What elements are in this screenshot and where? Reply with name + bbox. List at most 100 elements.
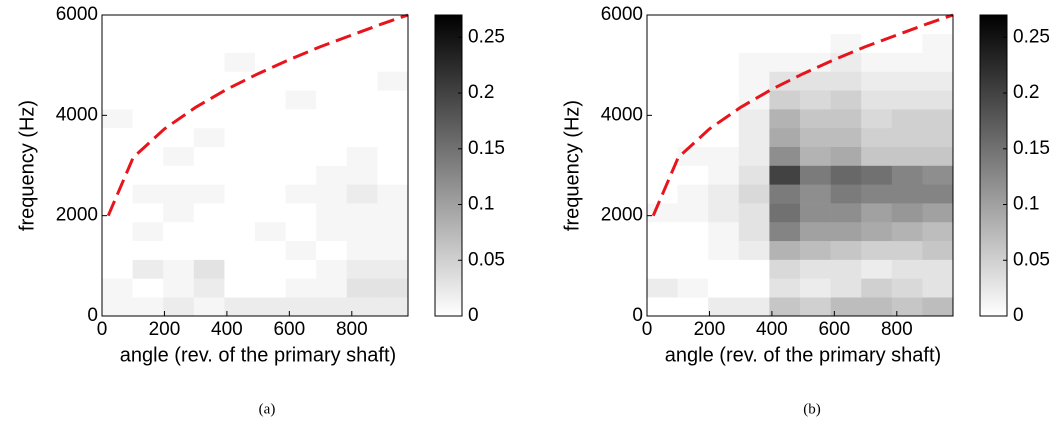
heat-cell (102, 15, 133, 35)
colorbar-tick-label: 0.05 (1013, 249, 1050, 270)
colorbar-tick-label: 0.15 (468, 138, 505, 159)
heat-cell (377, 71, 409, 91)
y-tick-label: 0 (87, 305, 98, 326)
colorbar-tick-label: 0.05 (468, 249, 505, 270)
heat-cell (163, 259, 195, 279)
heat-cell (800, 146, 831, 166)
heat-cell (738, 165, 770, 185)
heat-cell (255, 33, 286, 53)
colorbar-tick-label: 0.2 (468, 82, 494, 103)
heat-cell (255, 15, 286, 35)
heat-cell (708, 297, 740, 317)
heat-cell (861, 165, 893, 185)
x-tick-label: 0 (642, 319, 653, 340)
heat-cell (769, 278, 801, 298)
heat-cell (800, 33, 831, 53)
heat-cell (193, 109, 225, 129)
heat-cell (738, 278, 770, 298)
heat-cell (224, 203, 256, 223)
heat-cell (285, 15, 317, 35)
heat-cell (769, 184, 801, 204)
heat-cell (132, 259, 164, 279)
heat-cell (647, 297, 678, 317)
heat-cell (647, 165, 678, 185)
x-axis-label: angle (rev. of the primary shaft) (120, 344, 396, 366)
heat-cell (647, 221, 678, 242)
heat-cell (677, 203, 709, 223)
heat-cell (677, 109, 709, 129)
heat-cell (830, 203, 862, 223)
heat-cell (377, 146, 409, 166)
heat-cell (132, 109, 164, 129)
heat-cell (891, 90, 923, 110)
heat-cell (316, 297, 348, 317)
heat-cell (255, 127, 286, 147)
heat-cell (285, 297, 317, 317)
colorbar-tick-label: 0.15 (1013, 138, 1050, 159)
heat-cell (738, 52, 770, 72)
heat-cell (377, 15, 409, 35)
heat-cell (102, 165, 133, 185)
heat-cell (738, 146, 770, 166)
heat-cell (377, 240, 409, 260)
heat-cell (132, 297, 164, 317)
heat-cell (830, 90, 862, 110)
heat-cell (163, 165, 195, 185)
heat-cell (922, 165, 954, 185)
heat-cell (102, 278, 133, 298)
heat-cell (738, 203, 770, 223)
heat-cell (677, 184, 709, 204)
heat-cell (285, 165, 317, 185)
heat-cell (163, 52, 195, 72)
heat-cell (861, 146, 893, 166)
heat-cell (102, 240, 133, 260)
heat-cell (377, 127, 409, 147)
colorbar-tick-label: 0.2 (1013, 82, 1039, 103)
heat-cell (193, 221, 225, 242)
heat-cell (163, 221, 195, 242)
heat-cell (316, 146, 348, 166)
heat-cell (346, 165, 378, 185)
heat-cell (377, 184, 409, 204)
heat-cell (830, 71, 862, 91)
heat-cell (677, 146, 709, 166)
plot-frame (101, 14, 409, 317)
heat-cell (132, 278, 164, 298)
heat-cell (163, 184, 195, 204)
heat-cell (224, 165, 256, 185)
heat-cell (922, 240, 954, 260)
heat-cell (316, 221, 348, 242)
y-tick-label: 4000 (56, 104, 98, 125)
heat-cell (346, 127, 378, 147)
heat-cell (738, 240, 770, 260)
heat-cell (193, 184, 225, 204)
heat-cell (677, 221, 709, 242)
heat-cell (708, 221, 740, 242)
heat-cell (922, 184, 954, 204)
heat-cell (647, 15, 678, 35)
heat-cell (132, 15, 164, 35)
heat-cell (132, 203, 164, 223)
heat-cell (738, 184, 770, 204)
heat-cell (830, 259, 862, 279)
heat-cell (102, 33, 133, 53)
heat-cell (102, 52, 133, 72)
colorbar (979, 14, 1008, 317)
plot-frame (646, 14, 954, 317)
heat-cell (163, 146, 195, 166)
heat-cell (346, 203, 378, 223)
heat-cell (316, 15, 348, 35)
heat-cell (708, 184, 740, 204)
heat-cell (346, 33, 378, 53)
heat-cell (224, 52, 256, 72)
heat-cell (102, 259, 133, 279)
heat-cell (800, 127, 831, 147)
heat-cell (891, 146, 923, 166)
heat-cell (285, 203, 317, 223)
heat-cell (346, 146, 378, 166)
heat-cell (346, 109, 378, 129)
heat-cell (377, 52, 409, 72)
heat-cell (769, 33, 801, 53)
heat-cell (102, 221, 133, 242)
heatmap-panel: 0 200 400 600 800 0 2000 4000 6000 angle (rev. of… (561, 4, 1050, 417)
